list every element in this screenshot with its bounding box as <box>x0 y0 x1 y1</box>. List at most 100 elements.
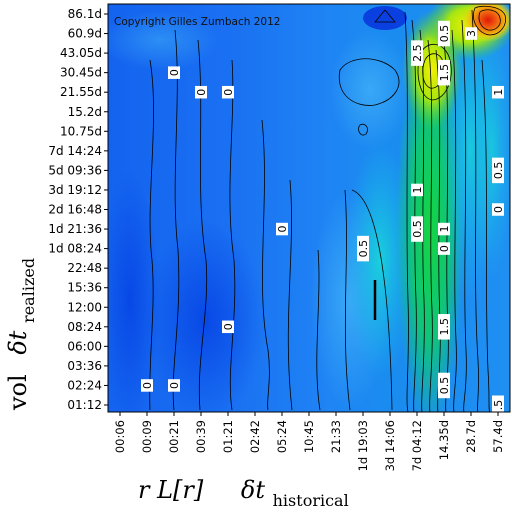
y-tick-label: 08:24 <box>67 320 102 334</box>
copyright-text: Copyright Gilles Zumbach 2012 <box>114 16 280 28</box>
contour-value-text: 0 <box>276 226 289 233</box>
light-region <box>330 30 410 150</box>
contour-value-label-bg <box>222 320 234 334</box>
contour-value-text: 3 <box>465 30 478 37</box>
contour-line <box>351 189 393 411</box>
x-tick-label: 05:24 <box>275 420 289 453</box>
y-axis-label-delta: δt <box>4 330 32 354</box>
contour-line <box>481 59 491 412</box>
contour-value-text: 0 <box>168 382 181 389</box>
contour-value-label: 0 <box>168 66 181 79</box>
y-tick-label: 1d 21:36 <box>48 222 102 236</box>
x-tick-label: 3d 14:06 <box>383 420 397 471</box>
contour-value-label: 1 <box>492 85 505 99</box>
svg-text:r L[r] δt historic: r L[r] δt historical <box>138 476 349 510</box>
x-tick-label: 7d 04:12 <box>410 420 424 471</box>
contour-line <box>287 179 293 411</box>
y-tick-label: 3d 19:12 <box>48 183 102 197</box>
contour-value-label: 0 <box>222 85 235 99</box>
y-tick-label: 03:36 <box>67 359 102 373</box>
x-tick-label: 01:21 <box>221 420 235 453</box>
y-tick-label: 60.9d <box>68 27 102 41</box>
contour-value-label: 0 <box>438 242 451 255</box>
contour-value-label: 0.5 <box>411 216 424 242</box>
contour-value-label: 0.5 <box>357 235 370 262</box>
contour-labels: 0 0 0 0 0 0 0 0.5 0.5 1 1 0 1.5 0.5 .5 2.5 1.5 0.5 3 1 0.5 0 <box>141 20 505 415</box>
y-tick-label: 15.2d <box>68 105 102 119</box>
contour-line <box>471 9 479 412</box>
contour-value-text: 1.5 <box>438 318 451 336</box>
contour-line <box>261 119 270 411</box>
contour-value-label: 0.5 <box>438 20 451 47</box>
svg-text:vol δt realized: vol δt realized <box>4 258 38 411</box>
contour-value-label: .5 <box>492 395 505 415</box>
y-tick-label: 5d 09:36 <box>48 163 102 177</box>
contour-value-text: 0.5 <box>438 25 451 43</box>
y-axis: 86.1d 60.9d 43.05d 30.45d 21.55d 15.2d 10.75d 7… <box>48 7 108 412</box>
contour-line <box>316 249 321 411</box>
y-tick-label: 43.05d <box>60 46 102 60</box>
contour-value-text: 0 <box>492 206 505 213</box>
x-tick-label: 00:09 <box>140 420 154 453</box>
contour-value-label-bg <box>438 372 450 399</box>
contour-value-label: 1.5 <box>438 59 451 86</box>
contour-value-label: 0 <box>222 320 235 334</box>
y-tick-label: 10.75d <box>60 124 102 138</box>
x-tick-label: 00:39 <box>194 420 208 453</box>
contour-value-label: 0 <box>492 203 505 216</box>
contour-value-text: 0.5 <box>357 240 370 258</box>
y-tick-label: 22:48 <box>67 261 102 275</box>
contour-value-label: 0 <box>141 379 154 392</box>
contour-value-text: 0 <box>222 323 235 330</box>
x-axis-label-subscript: historical <box>273 491 349 510</box>
contour-line <box>451 29 457 412</box>
dark-region <box>108 170 160 412</box>
y-tick-label: 15:36 <box>67 281 102 295</box>
contour-line <box>473 5 507 36</box>
y-tick-label: 12:00 <box>67 300 102 314</box>
contour-value-label: 0 <box>168 379 181 392</box>
contour-value-text: 1 <box>438 226 451 233</box>
contour-value-text: 0 <box>141 382 154 389</box>
y-tick-label: 02:24 <box>67 378 102 392</box>
contour-line <box>172 29 180 411</box>
contour-line <box>374 9 396 23</box>
y-tick-label: 1d 08:24 <box>48 242 102 256</box>
contour-line <box>338 58 400 106</box>
x-tick-label: 02:42 <box>248 420 262 453</box>
contour-line <box>358 123 368 136</box>
contour-value-label: 1.5 <box>438 314 451 340</box>
contour-value-label-bg <box>492 85 504 99</box>
x-tick-label: 14.35d <box>437 420 451 460</box>
contour-value-label-bg <box>168 379 180 392</box>
dark-region <box>145 220 265 412</box>
contour-value-label-bg <box>222 85 234 99</box>
dark-region <box>363 6 407 30</box>
contour-value-label-bg <box>357 235 369 262</box>
y-tick-label: 30.45d <box>60 66 102 80</box>
y-tick-label: 06:00 <box>67 339 102 353</box>
contour-value-label-bg <box>492 203 504 216</box>
x-axis-label-main: r L[r] <box>138 476 204 504</box>
contour-line <box>411 19 417 412</box>
contour-value-label-bg <box>141 379 153 392</box>
contour-value-label-bg <box>492 395 504 415</box>
contour-value-label-bg <box>438 222 450 236</box>
contour-value-label-bg <box>438 59 450 86</box>
contour-value-label: 1 <box>438 222 451 236</box>
contour-lines <box>149 5 507 412</box>
contour-value-text: 0 <box>222 89 235 96</box>
contour-value-text: 1 <box>492 89 505 96</box>
contour-line <box>229 59 236 411</box>
x-axis-label-delta: δt <box>241 476 265 504</box>
contour-value-text: 0 <box>195 89 208 96</box>
contour-line <box>478 9 501 31</box>
contour-value-label: 0.5 <box>438 372 451 399</box>
contour-line <box>417 43 452 101</box>
contour-value-text: 1 <box>411 186 424 193</box>
x-tick-label: 1d 19:03 <box>356 420 370 471</box>
x-tick-label: 57.4d <box>491 420 505 453</box>
contour-value-label-bg <box>195 85 207 99</box>
contour-line <box>419 29 425 412</box>
